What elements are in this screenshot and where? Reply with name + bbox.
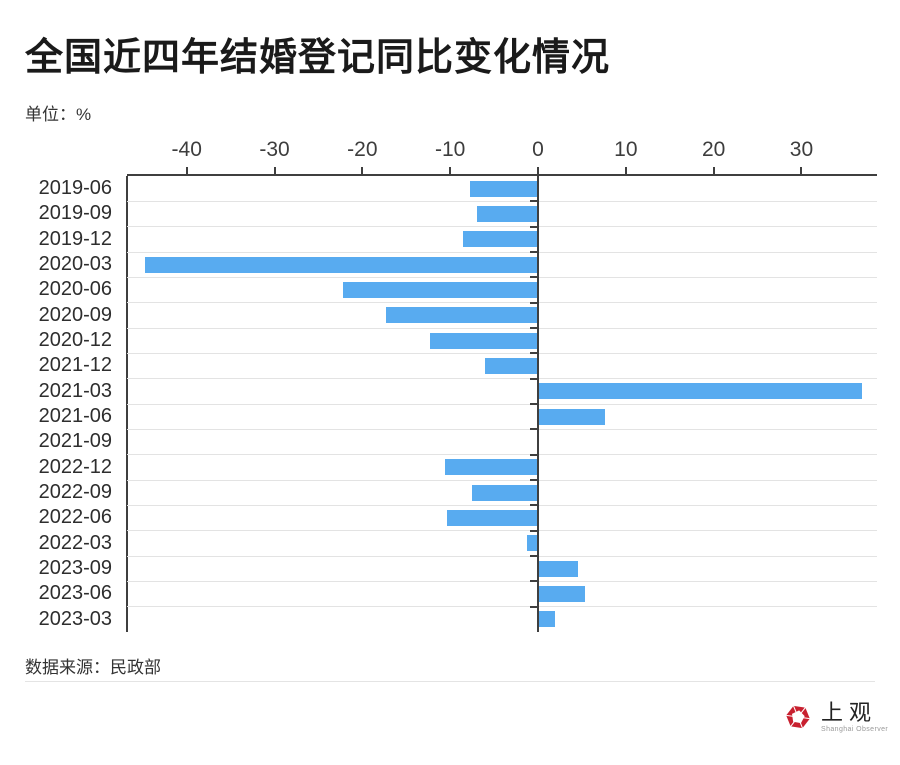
bar xyxy=(386,307,538,324)
x-axis-tick xyxy=(361,167,364,174)
x-axis-tick-label: 0 xyxy=(532,138,544,161)
x-axis-tick-label: -30 xyxy=(259,138,290,161)
zero-axis-tick xyxy=(530,479,539,481)
x-axis-tick xyxy=(624,167,627,174)
zero-axis-tick xyxy=(530,428,539,431)
gridline xyxy=(127,327,877,329)
logo-name-cn: 上观 xyxy=(821,700,878,725)
x-axis-tick-label: 30 xyxy=(789,138,814,161)
zero-axis-tick xyxy=(530,529,539,532)
chart-title: 全国近四年结婚登记同比变化情况 xyxy=(25,37,611,79)
footer-divider xyxy=(25,681,875,682)
zero-axis-tick xyxy=(530,555,539,557)
bar xyxy=(538,560,578,577)
zero-axis-tick xyxy=(530,225,539,228)
bar xyxy=(446,510,538,526)
row-label: 2021-12 xyxy=(38,354,112,377)
gridline xyxy=(127,226,877,228)
shanghai-observer-pinwheel-icon xyxy=(786,705,810,729)
zero-axis-tick xyxy=(530,403,539,405)
gridline xyxy=(127,504,877,506)
logo-text-block: 上观 Shanghai Observer xyxy=(821,700,889,734)
bar xyxy=(472,484,538,501)
gridline xyxy=(127,606,877,608)
x-axis-tick xyxy=(273,167,276,174)
gridline xyxy=(127,378,877,380)
x-axis-tick-label: 10 xyxy=(614,138,638,161)
x-axis-tick-label: -10 xyxy=(434,138,466,161)
row-label: 2021-03 xyxy=(38,379,112,402)
zero-axis-tick xyxy=(530,301,539,304)
zero-axis-tick xyxy=(530,200,539,203)
bar xyxy=(444,459,538,476)
logo-name-en: Shanghai Observer xyxy=(821,726,889,733)
gridline xyxy=(127,555,877,557)
zero-axis-tick xyxy=(530,580,539,583)
zero-baseline xyxy=(537,176,539,632)
x-axis-line xyxy=(127,174,877,176)
gridline xyxy=(127,200,877,202)
row-label: 2023-06 xyxy=(38,582,112,605)
bar xyxy=(469,180,538,197)
zero-axis-tick xyxy=(530,352,539,355)
row-label: 2022-09 xyxy=(38,481,112,503)
row-label: 2023-09 xyxy=(38,557,112,579)
x-axis-tick xyxy=(712,167,715,174)
x-axis-tick xyxy=(185,167,188,174)
x-axis-tick-label: 20 xyxy=(701,138,726,161)
bar xyxy=(485,358,538,374)
bar xyxy=(538,408,605,425)
row-label: 2019-06 xyxy=(38,177,112,199)
zero-axis-tick xyxy=(530,504,539,507)
zero-axis-tick xyxy=(530,377,539,380)
row-label: 2020-03 xyxy=(38,253,112,275)
row-label: 2023-03 xyxy=(38,607,112,630)
row-label: 2021-09 xyxy=(38,430,112,453)
gridline xyxy=(127,276,877,278)
gridline xyxy=(127,403,877,405)
gridline xyxy=(127,454,877,456)
data-source-label: 数据来源：民政部 xyxy=(25,658,161,677)
gridline xyxy=(127,479,877,481)
zero-axis-tick xyxy=(530,453,539,456)
row-label: 2020-06 xyxy=(38,278,112,301)
zero-axis-tick xyxy=(530,251,539,253)
row-label: 2022-12 xyxy=(38,455,112,478)
x-axis-tick-label: -40 xyxy=(171,138,202,161)
zero-axis-tick xyxy=(530,605,539,608)
x-axis-tick xyxy=(449,167,452,174)
zero-axis-tick xyxy=(530,276,539,279)
gridline xyxy=(127,530,877,532)
bar xyxy=(429,332,538,349)
bar xyxy=(538,383,863,400)
x-axis-tick-label: -20 xyxy=(347,138,378,161)
row-label: 2019-12 xyxy=(38,227,112,250)
x-axis-tick xyxy=(800,167,803,174)
bar xyxy=(477,206,538,222)
row-label: 2022-06 xyxy=(38,506,112,529)
bar xyxy=(527,535,538,552)
gridline xyxy=(127,580,877,582)
bar xyxy=(463,231,538,248)
gridline xyxy=(127,302,877,304)
bar xyxy=(538,611,555,628)
bar xyxy=(145,256,538,273)
bar xyxy=(343,282,538,298)
row-label: 2021-06 xyxy=(38,405,112,427)
gridline xyxy=(127,428,877,430)
row-label: 2019-09 xyxy=(38,202,112,225)
zero-axis-tick xyxy=(530,327,539,329)
shanghai-observer-logo: 上观 Shanghai Observer xyxy=(785,701,888,733)
gridline xyxy=(127,352,877,354)
gridline xyxy=(127,251,877,253)
x-axis-tick xyxy=(537,167,539,174)
bar xyxy=(538,586,585,602)
row-label: 2020-09 xyxy=(38,303,112,326)
unit-label: 单位：% xyxy=(25,105,92,124)
row-label: 2020-12 xyxy=(38,329,112,351)
row-label: 2022-03 xyxy=(38,531,112,554)
